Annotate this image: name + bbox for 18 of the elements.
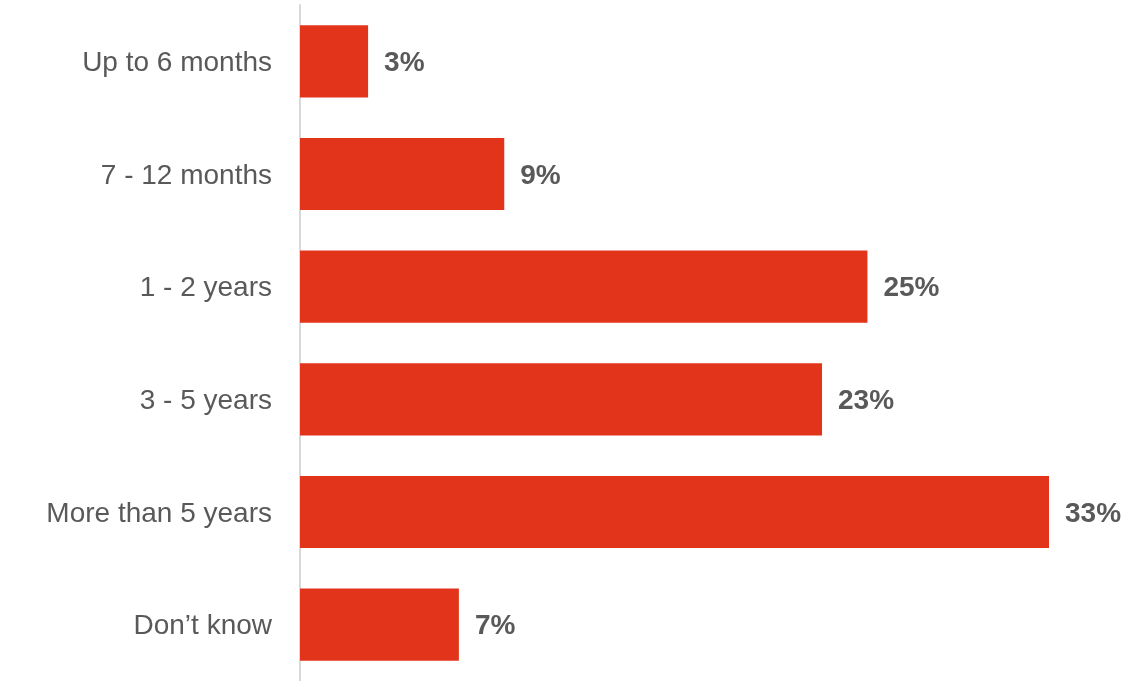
data-label: 25%: [883, 271, 940, 303]
bar: [300, 137, 505, 211]
bar: [300, 475, 1049, 549]
data-label: 23%: [838, 383, 895, 415]
bar: [300, 588, 459, 661]
data-label: 7%: [474, 609, 516, 641]
y-tick-label: 3 - 5 years: [139, 383, 272, 415]
y-tick-label: More than 5 years: [46, 496, 272, 528]
y-tick-label: 1 - 2 years: [139, 271, 272, 303]
data-label: 9%: [520, 158, 561, 190]
bar: [300, 250, 868, 323]
data-label: 33%: [1065, 496, 1122, 528]
bar: [300, 363, 823, 436]
y-tick-label: Up to 6 months: [82, 45, 272, 77]
bar: [300, 25, 369, 98]
data-label: 3%: [384, 45, 425, 77]
y-tick-label: 7 - 12 months: [100, 158, 272, 190]
y-tick-label: Don’t know: [133, 609, 273, 641]
